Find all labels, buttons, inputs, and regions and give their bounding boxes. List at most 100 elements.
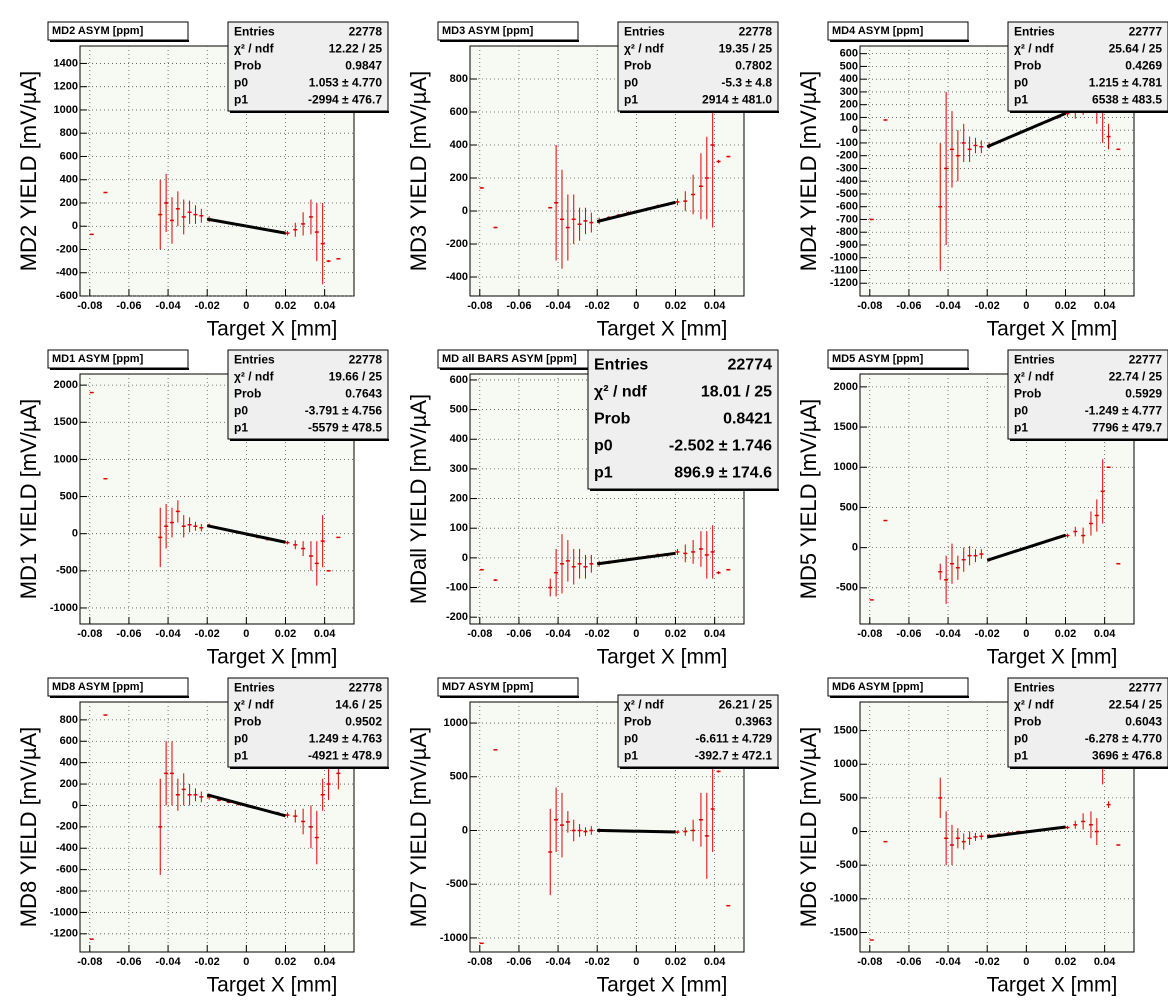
stats-value: 0.6043 — [1125, 715, 1162, 729]
x-axis-label: Target X [mm] — [207, 974, 338, 997]
stats-value: -2.502 ± 1.746 — [669, 438, 772, 455]
x-tick-label: -0.04 — [936, 956, 962, 968]
y-tick-label: -1000 — [50, 602, 78, 614]
x-tick-label: 0.02 — [665, 300, 686, 312]
x-tick-label: 0.02 — [275, 956, 296, 968]
stats-label: p1 — [234, 93, 248, 107]
y-tick-label: -1100 — [830, 264, 858, 276]
y-tick-label: 0 — [72, 799, 78, 811]
data-points — [479, 749, 731, 945]
stats-box — [617, 694, 779, 768]
x-tick-label: 0.02 — [275, 300, 296, 312]
y-axis-label: MD4 YIELD [mV/µA] — [796, 71, 821, 272]
stats-box — [1007, 349, 1168, 440]
x-tick-label: 0.04 — [314, 300, 336, 312]
y-tick-label: -500 — [446, 878, 468, 890]
data-points — [89, 714, 341, 940]
y-tick-label: -1200 — [50, 928, 78, 940]
y-axis-label: MDall YIELD [mV/µA] — [406, 394, 431, 604]
data-points — [479, 62, 731, 269]
stats-label: χ² / ndf — [1014, 42, 1055, 56]
y-tick-label: 0 — [852, 542, 858, 554]
stats-value: 1.249 ± 4.763 — [309, 732, 383, 746]
stats-label: Entries — [234, 353, 275, 367]
stats-value: -2994 ± 476.7 — [308, 93, 382, 107]
y-axis-label: MD7 YIELD [mV/µA] — [406, 727, 431, 928]
x-tick-label: -0.02 — [975, 300, 1000, 312]
y-tick-label: 300 — [840, 86, 858, 98]
stats-label: Prob — [624, 59, 651, 73]
stats-box — [227, 677, 389, 768]
y-tick-label: -200 — [446, 611, 468, 623]
y-tick-label: 400 — [450, 139, 468, 151]
x-tick-label: -0.08 — [467, 300, 492, 312]
y-tick-label: -800 — [836, 226, 858, 238]
y-tick-label: -1000 — [440, 932, 468, 944]
y-tick-label: 500 — [450, 771, 468, 783]
x-tick-label: 0.04 — [704, 956, 726, 968]
stats-value: 7796 ± 479.7 — [1092, 421, 1162, 435]
y-tick-label: 1200 — [54, 81, 78, 93]
x-tick-label: 0.04 — [704, 628, 726, 640]
x-tick-label: -0.02 — [195, 628, 220, 640]
y-tick-label: -500 — [56, 565, 78, 577]
stats-label: Entries — [1014, 353, 1055, 367]
y-tick-label: -200 — [446, 238, 468, 250]
x-tick-label: 0 — [633, 956, 639, 968]
x-axis-label: Target X [mm] — [987, 646, 1118, 669]
y-tick-label: 1500 — [834, 421, 858, 433]
y-tick-label: 600 — [60, 150, 78, 162]
y-tick-label: -700 — [836, 213, 858, 225]
stats-value: 0.3963 — [735, 715, 772, 729]
stats-label: p1 — [1014, 93, 1028, 107]
x-axis-label: Target X [mm] — [207, 318, 338, 341]
stats-value: 0.8421 — [723, 411, 772, 428]
y-tick-label: 1000 — [54, 104, 78, 116]
stats-value: 0.5929 — [1125, 387, 1162, 401]
y-tick-label: -300 — [836, 162, 858, 174]
y-axis-label: MD3 YIELD [mV/µA] — [406, 71, 431, 272]
stats-label: p1 — [1014, 749, 1028, 763]
panel: -600 -400 -200 0 200 400 600 800 1000 1200 1400 -0.… — [16, 21, 389, 341]
panel: -1200 -1000 -800 -600 -400 -200 0 200 400 600 800 -… — [16, 677, 389, 997]
stats-box — [587, 349, 779, 490]
x-tick-label: 0.04 — [1094, 300, 1116, 312]
x-axis-label: Target X [mm] — [207, 646, 338, 669]
x-tick-label: 0.04 — [1094, 628, 1116, 640]
fit-line — [206, 793, 286, 818]
x-tick-label: -0.06 — [896, 956, 921, 968]
x-tick-label: -0.06 — [506, 300, 531, 312]
x-tick-label: 0.02 — [665, 628, 686, 640]
x-tick-label: -0.08 — [467, 628, 492, 640]
stats-value: 22778 — [349, 681, 383, 695]
fit-line — [596, 200, 676, 223]
stats-label: χ² / ndf — [1014, 698, 1055, 712]
stats-label: p0 — [1014, 404, 1028, 418]
panel: -1500 -1000 -500 0 500 1000 1500 -0.08 -0.06 -0.0… — [796, 677, 1168, 997]
y-tick-label: 600 — [840, 48, 858, 60]
stats-value: 22.54 / 25 — [1109, 698, 1163, 712]
y-tick-label: 500 — [450, 403, 468, 415]
stats-value: 3696 ± 476.8 — [1092, 749, 1162, 763]
x-tick-label: -0.02 — [975, 628, 1000, 640]
x-tick-label: -0.04 — [546, 628, 572, 640]
stats-label: Entries — [1014, 681, 1055, 695]
x-axis-label: Target X [mm] — [987, 318, 1118, 341]
stats-value: -3.791 ± 4.756 — [305, 404, 383, 418]
y-tick-label: 100 — [840, 111, 858, 123]
y-tick-label: 400 — [840, 73, 858, 85]
y-tick-label: 1000 — [444, 717, 468, 729]
panel: -1200-1100-1000-900-800-700-600-500-400-… — [796, 21, 1168, 341]
y-tick-label: -100 — [446, 581, 468, 593]
stats-value: 14.6 / 25 — [335, 698, 382, 712]
stats-value: 0.9847 — [345, 59, 382, 73]
y-tick-label: -800 — [56, 885, 78, 897]
stats-label: p0 — [1014, 76, 1028, 90]
y-tick-label: -1000 — [830, 893, 858, 905]
y-tick-label: 800 — [60, 714, 78, 726]
x-tick-label: 0.02 — [665, 956, 686, 968]
y-tick-label: 1500 — [834, 725, 858, 737]
x-tick-label: -0.04 — [156, 300, 182, 312]
x-tick-label: 0.04 — [1094, 956, 1116, 968]
